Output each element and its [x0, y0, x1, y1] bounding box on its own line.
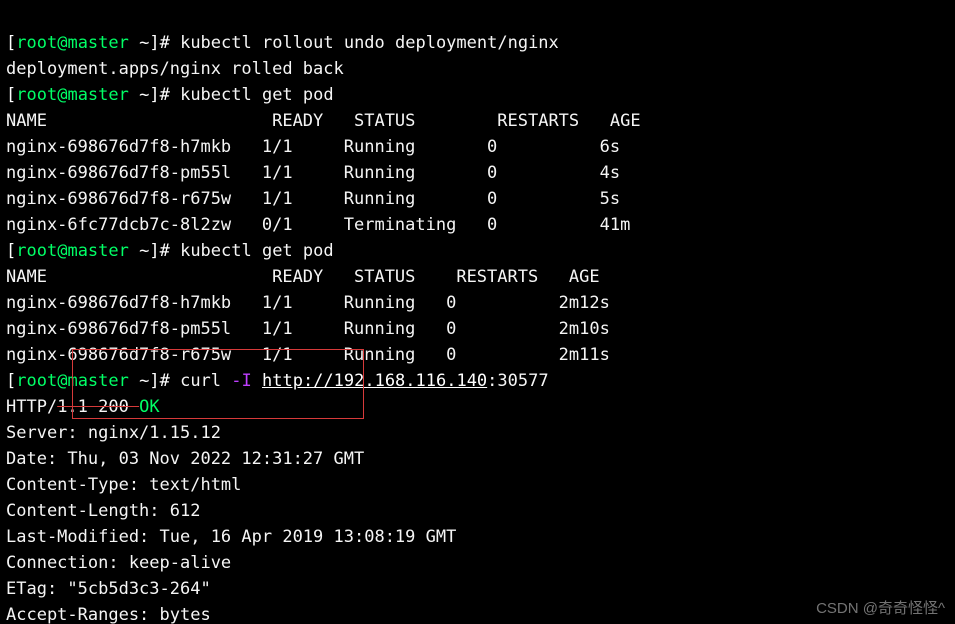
bracket-close: ]#: [149, 33, 180, 53]
http-header-line: Date: Thu, 03 Nov 2022 12:31:27 GMT: [6, 449, 364, 469]
cmd-get-pod-1: kubectl get pod: [180, 85, 334, 105]
cmd-rollout-undo: kubectl rollout undo deployment/nginx: [180, 33, 559, 53]
table2-header: NAME READY STATUS RESTARTS AGE: [6, 267, 600, 287]
http-header-line: Accept-Ranges: bytes: [6, 605, 211, 624]
line-prompt-3: [root@master ~]# kubectl get pod: [6, 241, 334, 261]
prompt-path: ~: [129, 33, 149, 53]
http-header-line: Connection: keep-alive: [6, 553, 231, 573]
cmd-get-pod-2: kubectl get pod: [180, 241, 334, 261]
http-header-line: Server: nginx/1.15.12: [6, 423, 221, 443]
http-status: HTTP/1.1 200 OK: [6, 397, 160, 417]
line-prompt-2: [root@master ~]# kubectl get pod: [6, 85, 334, 105]
table2-row: nginx-698676d7f8-r675w 1/1 Running 0 2m1…: [6, 345, 610, 365]
table1-row: nginx-698676d7f8-r675w 1/1 Running 0 5s: [6, 189, 620, 209]
table1-header: NAME READY STATUS RESTARTS AGE: [6, 111, 641, 131]
line-prompt-1: [root@master ~]# kubectl rollout undo de…: [6, 33, 559, 53]
prompt-at: @: [57, 33, 67, 53]
prompt-host: master: [67, 33, 128, 53]
http-header-line: Last-Modified: Tue, 16 Apr 2019 13:08:19…: [6, 527, 456, 547]
watermark: CSDN @奇奇怪怪^: [816, 597, 945, 618]
http-ok: OK: [139, 397, 159, 417]
cmd-curl-pre: curl: [180, 371, 231, 391]
table2-row: nginx-698676d7f8-pm55l 1/1 Running 0 2m1…: [6, 319, 610, 339]
bracket-open: [: [6, 33, 16, 53]
table1-row: nginx-698676d7f8-pm55l 1/1 Running 0 4s: [6, 163, 620, 183]
cmd-curl-url: http://192.168.116.140: [262, 371, 487, 391]
http-header-line: ETag: "5cb5d3c3-264": [6, 579, 211, 599]
cmd-curl-sep: [252, 371, 262, 391]
table2-row: nginx-698676d7f8-h7mkb 1/1 Running 0 2m1…: [6, 293, 610, 313]
line-prompt-4: [root@master ~]# curl -I http://192.168.…: [6, 371, 549, 391]
cmd-curl-flag: -I: [231, 371, 251, 391]
table1-row: nginx-6fc77dcb7c-8l2zw 0/1 Terminating 0…: [6, 215, 630, 235]
cmd-curl-port: :30577: [487, 371, 548, 391]
http-header-line: Content-Length: 612: [6, 501, 200, 521]
http-header-line: Content-Type: text/html: [6, 475, 241, 495]
table1-row: nginx-698676d7f8-h7mkb 1/1 Running 0 6s: [6, 137, 620, 157]
prompt-user: root: [16, 33, 57, 53]
terminal[interactable]: [root@master ~]# kubectl rollout undo de…: [0, 0, 955, 624]
output-rolled-back: deployment.apps/nginx rolled back: [6, 59, 344, 79]
